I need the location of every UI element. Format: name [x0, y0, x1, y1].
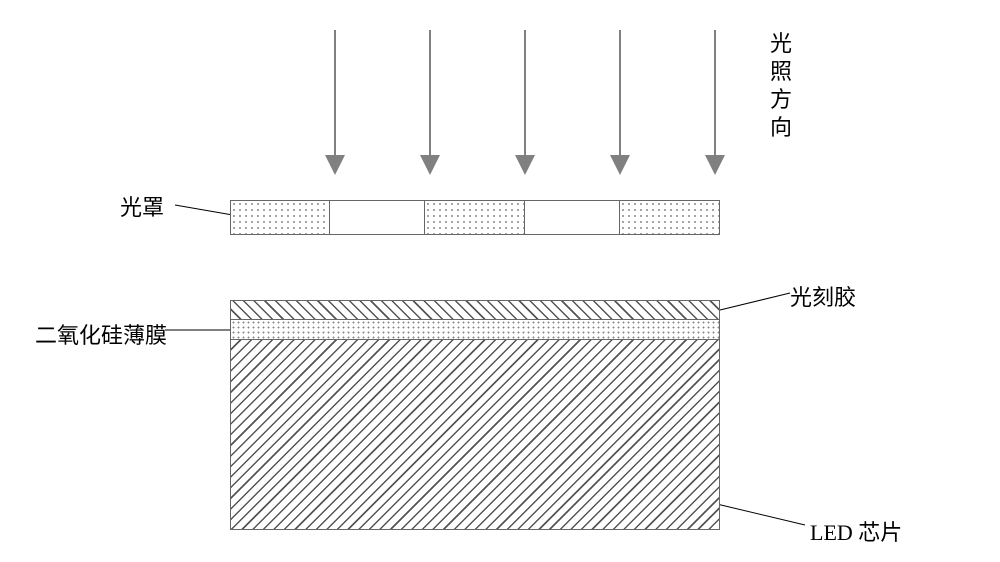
label-sio2-film-text: 二氧化硅薄膜: [35, 323, 167, 348]
label-photoresist: 光刻胶: [790, 280, 856, 312]
label-mask-text: 光罩: [120, 195, 164, 220]
light-arrows: [335, 30, 715, 165]
label-mask: 光罩: [120, 190, 164, 222]
label-photoresist-text: 光刻胶: [790, 285, 856, 310]
label-sio2-film: 二氧化硅薄膜: [35, 318, 167, 350]
diagram-canvas: 光照方向 光罩 光刻胶 二氧化硅薄膜 LED 芯片: [0, 0, 1000, 562]
label-led-chip: LED 芯片: [810, 515, 902, 547]
mask-opaque-segment: [425, 200, 525, 235]
layer-photoresist: [230, 300, 720, 320]
mask-opaque-segment: [230, 200, 330, 235]
layer-led-chip: [230, 340, 720, 530]
label-led-chip-text: LED 芯片: [810, 520, 902, 545]
mask-opaque-segment: [620, 200, 720, 235]
label-light-direction: 光照方向: [770, 30, 792, 142]
mask-open-segment: [330, 200, 425, 235]
mask-open-segment: [525, 200, 620, 235]
layer-sio2: [230, 320, 720, 340]
